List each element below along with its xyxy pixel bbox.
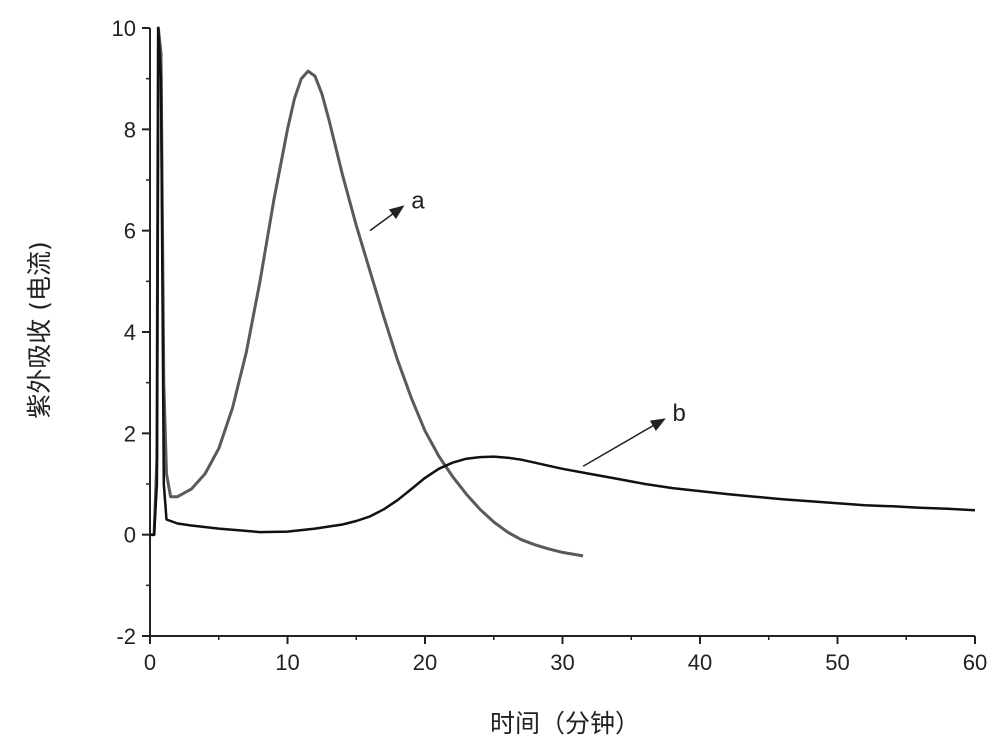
y-axis-title: 紫外吸收 (电流) (25, 241, 54, 418)
x-tick-label: 0 (144, 650, 156, 675)
x-axis-title: 时间（分钟） (490, 709, 640, 738)
y-tick-label: 8 (124, 117, 136, 142)
y-tick-label: 10 (112, 16, 136, 41)
x-tick-label: 50 (825, 650, 849, 675)
y-tick-label: 2 (124, 421, 136, 446)
y-tick-label: 0 (124, 523, 136, 548)
y-tick-label: 6 (124, 219, 136, 244)
x-tick-label: 60 (963, 650, 987, 675)
axes: 0 10 20 30 40 50 60 -2 0 2 4 6 8 10 (112, 16, 988, 675)
x-tick-label: 20 (413, 650, 437, 675)
annotation-arrow-a (369, 205, 405, 232)
annotation-layer: ab (369, 187, 686, 467)
x-tick-label: 30 (550, 650, 574, 675)
y-tick-label: -2 (116, 624, 136, 649)
x-tick-label: 10 (275, 650, 299, 675)
annotation-arrow-b (582, 418, 666, 467)
annotation-label-a: a (411, 187, 425, 214)
series-layer (150, 26, 976, 558)
y-tick-label: 4 (124, 320, 136, 345)
series-line-b (150, 26, 976, 536)
annotation-label-b: b (673, 400, 686, 427)
x-tick-label: 40 (688, 650, 712, 675)
series-line-a (150, 26, 584, 558)
